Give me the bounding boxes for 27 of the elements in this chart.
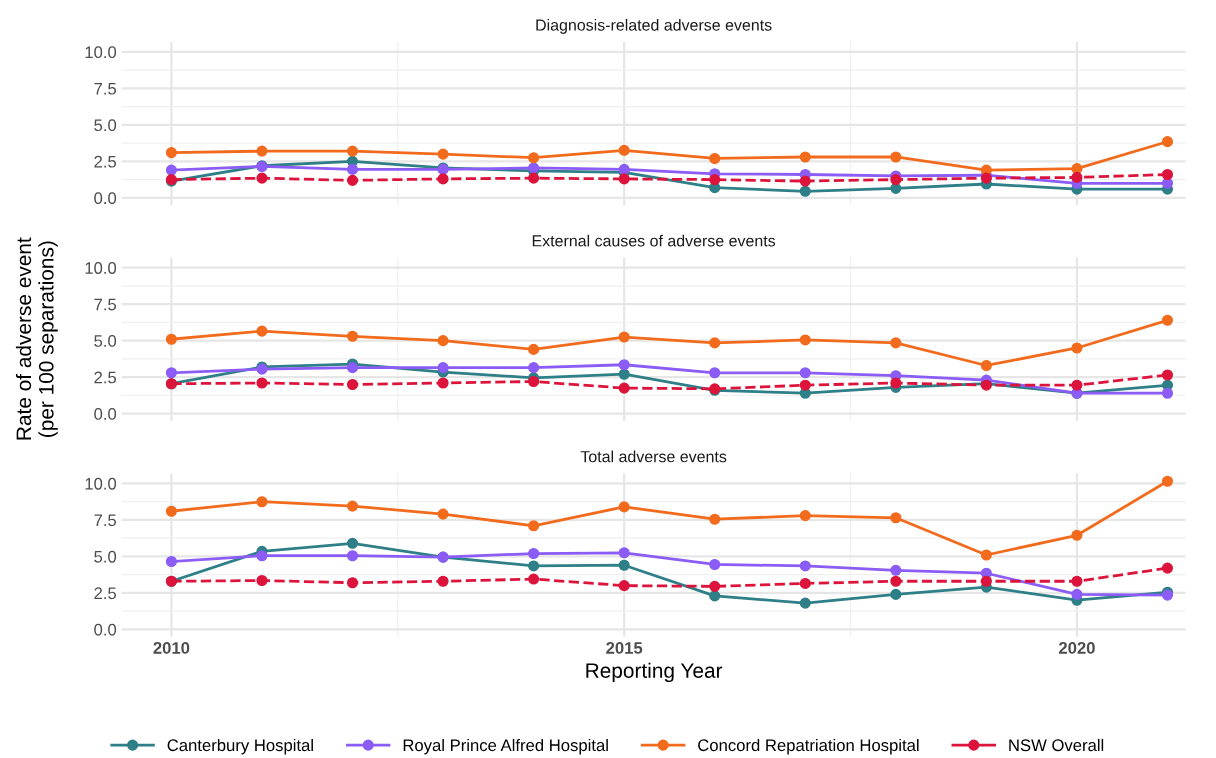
chart-title: Total adverse events bbox=[580, 450, 727, 463]
y-tick-label: 0.0 bbox=[94, 408, 117, 420]
x-tick-label: 2020 bbox=[1058, 642, 1095, 654]
y-tick-label: 5.0 bbox=[94, 335, 117, 347]
y-tick-label: 0.0 bbox=[94, 192, 117, 205]
x-tick-label: 2015 bbox=[606, 642, 643, 654]
legend-label: Royal Prince Alfred Hospital bbox=[403, 738, 608, 755]
legend-label: NSW Overall bbox=[1009, 738, 1104, 752]
y-tick-label: 7.5 bbox=[94, 298, 117, 311]
legend-label: Concord Repatriation Hospital bbox=[698, 738, 919, 755]
y-tick-label: 5.0 bbox=[94, 119, 117, 132]
y-axis-title: Rate of adverse event (per 100 separations) bbox=[15, 237, 58, 440]
chart-title: External causes of adverse events bbox=[532, 234, 776, 247]
y-tick-label: 7.5 bbox=[94, 514, 117, 527]
y-tick-label: 10.0 bbox=[85, 262, 117, 274]
y-tick-label: 10.0 bbox=[85, 477, 117, 490]
y-tick-label: 5.0 bbox=[94, 550, 117, 563]
y-tick-label: 7.5 bbox=[94, 82, 117, 95]
y-tick-label: 2.5 bbox=[94, 371, 117, 384]
x-axis-title: Reporting Year bbox=[586, 662, 723, 683]
chart-title: Diagnosis-related adverse events bbox=[536, 19, 772, 34]
y-tick-label: 10.0 bbox=[85, 46, 117, 59]
y-tick-label: 2.5 bbox=[94, 155, 117, 168]
y-tick-label: 0.0 bbox=[94, 623, 117, 636]
x-tick-label: 2010 bbox=[153, 642, 190, 654]
y-tick-label: 2.5 bbox=[94, 587, 117, 600]
legend-label: Canterbury Hospital bbox=[167, 738, 313, 755]
